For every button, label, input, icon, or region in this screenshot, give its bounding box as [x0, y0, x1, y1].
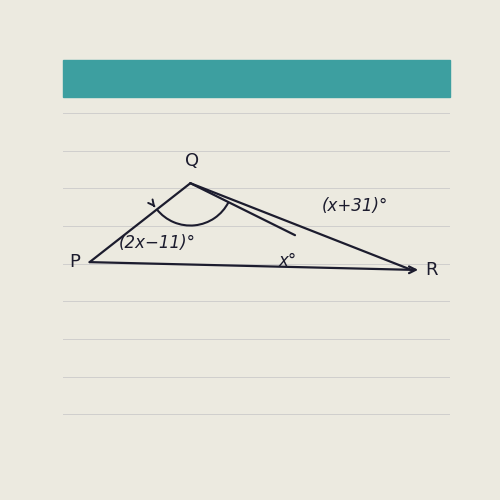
Text: (x+31)°: (x+31)° [322, 198, 388, 216]
Bar [62, 60, 450, 96]
Text: (2x−11)°: (2x−11)° [118, 234, 196, 252]
Text: x°: x° [278, 252, 296, 270]
Text: Q: Q [185, 152, 200, 170]
Text: P: P [69, 253, 80, 271]
Text: R: R [425, 261, 438, 279]
